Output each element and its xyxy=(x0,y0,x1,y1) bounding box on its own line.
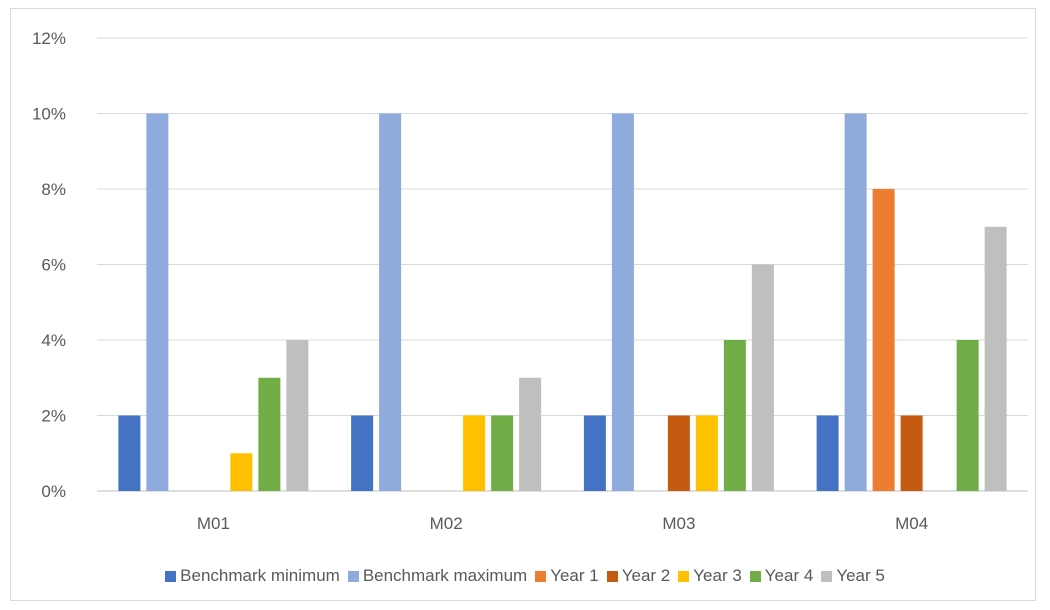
legend-swatch xyxy=(347,570,359,582)
x-tick-label: M02 xyxy=(430,514,463,533)
x-tick-label: M01 xyxy=(197,514,230,533)
bar-m03-year-5 xyxy=(751,264,774,491)
legend-swatch xyxy=(749,570,761,582)
y-tick-label: 10% xyxy=(32,105,66,124)
legend-label: Year 4 xyxy=(764,566,814,585)
x-tick-label: M04 xyxy=(895,514,928,533)
legend-label: Year 5 xyxy=(836,566,885,585)
bar-m02-year-4 xyxy=(491,415,514,491)
bar-m04-benchmark-maximum xyxy=(844,113,867,491)
legend-swatch xyxy=(678,570,690,582)
bar-m03-year-4 xyxy=(723,340,746,491)
legend-label: Benchmark minimum xyxy=(180,566,340,585)
legend-label: Year 1 xyxy=(550,566,599,585)
legend-item: Year 1 xyxy=(535,566,599,586)
bar-m02-benchmark-minimum xyxy=(351,415,374,491)
y-tick-label: 2% xyxy=(41,407,66,426)
y-tick-label: 6% xyxy=(41,256,66,275)
bar-m02-benchmark-maximum xyxy=(379,113,402,491)
bar-m01-year-4 xyxy=(258,377,281,491)
legend-item: Year 5 xyxy=(821,566,885,586)
legend: Benchmark minimum Benchmark maximum Year 1… xyxy=(0,566,1050,586)
legend-item: Year 4 xyxy=(749,566,814,586)
y-tick-label: 4% xyxy=(41,331,66,350)
legend-label: Year 2 xyxy=(621,566,671,585)
legend-item: Year 3 xyxy=(678,566,742,586)
legend-swatch xyxy=(165,570,177,582)
bar-m04-year-4 xyxy=(956,340,979,491)
bar-m01-benchmark-minimum xyxy=(118,415,141,491)
y-axis-tick-labels: 0% 2% 4% 6% 8% 10% 12% xyxy=(32,29,66,501)
bar-m04-year-1 xyxy=(872,189,895,491)
bar-m03-benchmark-minimum xyxy=(583,415,606,491)
y-tick-label: 8% xyxy=(41,180,66,199)
bars xyxy=(118,113,1007,491)
legend-item: Year 2 xyxy=(606,566,671,586)
x-tick-label: M03 xyxy=(662,514,695,533)
legend-swatch xyxy=(535,570,547,582)
legend-label: Year 3 xyxy=(693,566,742,585)
bar-m02-year-3 xyxy=(463,415,486,491)
bar-m03-benchmark-maximum xyxy=(611,113,634,491)
bar-m03-year-2 xyxy=(667,415,690,491)
bar-m01-benchmark-maximum xyxy=(146,113,169,491)
bar-m01-year-3 xyxy=(230,453,253,491)
y-tick-label: 0% xyxy=(41,482,66,501)
bar-m03-year-3 xyxy=(695,415,718,491)
legend-item: Benchmark maximum xyxy=(347,566,528,586)
bar-m04-benchmark-minimum xyxy=(816,415,839,491)
legend-label: Benchmark maximum xyxy=(362,566,528,585)
bar-m02-year-5 xyxy=(519,377,542,491)
bar-m04-year-2 xyxy=(900,415,923,491)
bar-m04-year-5 xyxy=(984,226,1007,491)
legend-swatch xyxy=(821,570,833,582)
y-tick-label: 12% xyxy=(32,29,66,48)
legend-item: Benchmark minimum xyxy=(165,566,340,586)
x-axis-tick-labels: M01 M02 M03 M04 xyxy=(197,514,928,533)
bar-m01-year-5 xyxy=(286,340,309,491)
legend-swatch xyxy=(606,570,618,582)
